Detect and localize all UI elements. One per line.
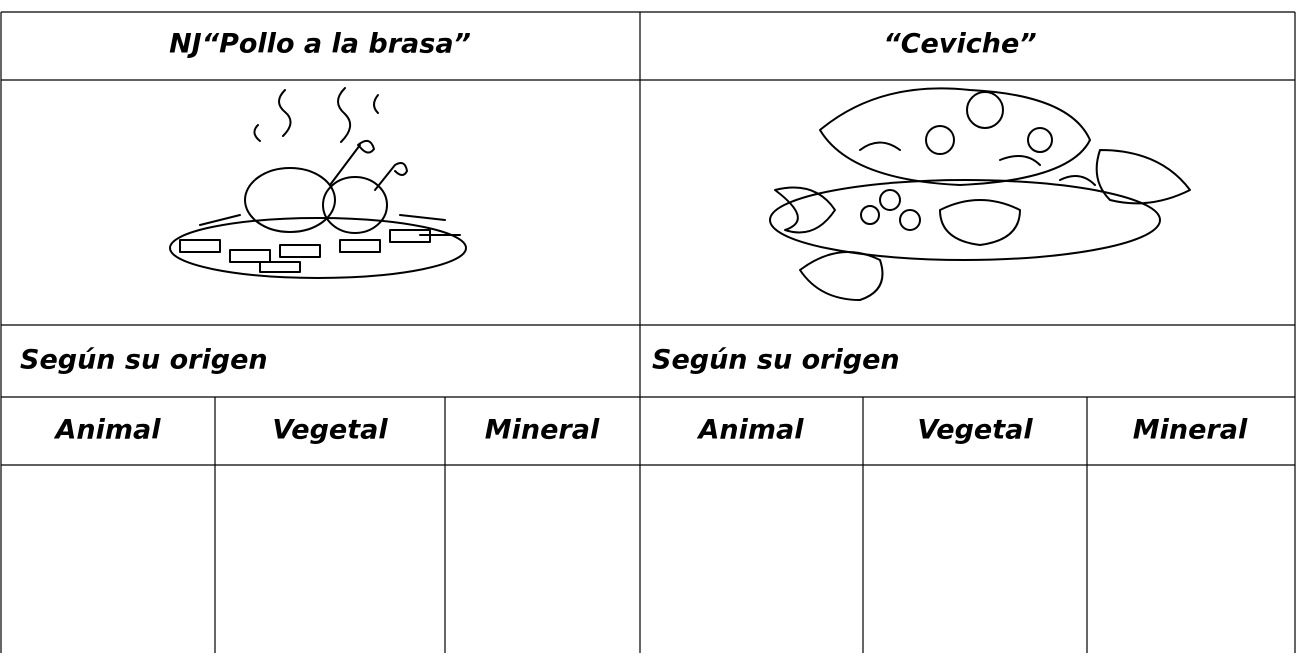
column-header: Mineral: [1133, 415, 1248, 446]
column-header: Vegetal: [917, 415, 1033, 446]
dish-title: NJ“Pollo a la brasa”: [169, 29, 471, 60]
origin-label: Según su origen: [20, 345, 268, 376]
dish-title: “Ceviche”: [883, 29, 1036, 60]
column-header: Animal: [54, 415, 162, 446]
column-header: Vegetal: [272, 415, 388, 446]
column-header: Mineral: [485, 415, 600, 446]
chicken-illustration: [169, 87, 467, 279]
origin-label: Según su origen: [652, 345, 900, 376]
table-grid: [0, 11, 1296, 653]
ceviche-illustration: [769, 87, 1191, 301]
column-header: Animal: [697, 415, 805, 446]
